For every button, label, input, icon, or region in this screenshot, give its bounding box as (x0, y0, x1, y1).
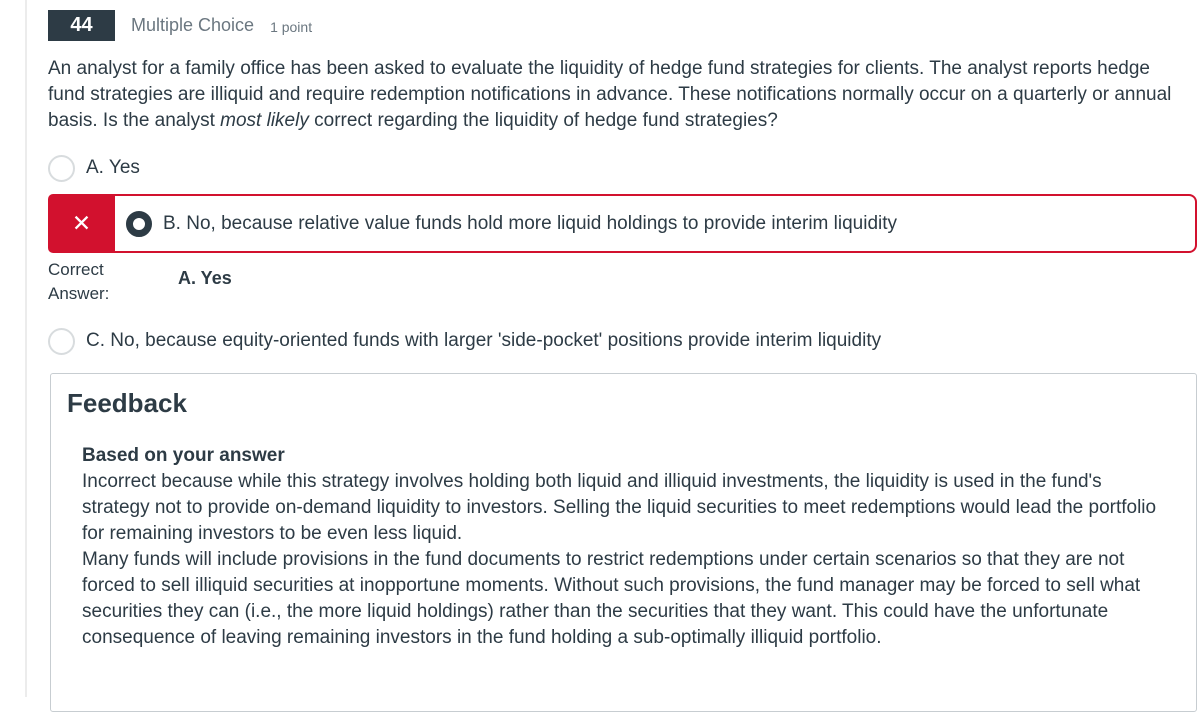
option-b-label: B. No, because relative value funds hold… (163, 213, 897, 235)
feedback-paragraph-1: Incorrect because while this strategy in… (82, 469, 1162, 547)
option-row-c[interactable]: C. No, because equity-oriented funds wit… (48, 326, 1197, 356)
radio-option-b-selected[interactable] (126, 211, 152, 237)
correct-answer-value: A. Yes (178, 258, 232, 306)
radio-option-c[interactable] (48, 328, 75, 355)
feedback-paragraph-2: Many funds will include provisions in th… (82, 547, 1162, 651)
option-row-a[interactable]: A. Yes (48, 153, 1197, 183)
option-a-label: A. Yes (86, 157, 140, 179)
question-text-part2: correct regarding the liquidity of hedge… (309, 110, 778, 131)
question-number-badge: 44 (48, 10, 115, 41)
page-left-divider (25, 0, 27, 697)
option-c-label: C. No, because equity-oriented funds wit… (86, 330, 881, 352)
question-panel: 44 Multiple Choice 1 point An analyst fo… (48, 10, 1197, 712)
feedback-title: Feedback (67, 388, 1178, 419)
question-header: 44 Multiple Choice 1 point (48, 10, 1197, 41)
question-text-italic: most likely (220, 110, 309, 131)
selected-answer-box: B. No, because relative value funds hold… (115, 194, 1197, 253)
radio-option-a[interactable] (48, 155, 75, 182)
correct-answer-label: Correct Answer: (48, 258, 144, 306)
feedback-subtitle: Based on your answer (82, 443, 1162, 469)
question-type-label: Multiple Choice (131, 15, 254, 36)
feedback-panel: Feedback Based on your answer Incorrect … (50, 373, 1197, 712)
question-points-label: 1 point (270, 16, 312, 35)
correct-answer-block: Correct Answer: A. Yes (48, 258, 1197, 306)
incorrect-x-icon: ✕ (72, 210, 91, 237)
question-text: An analyst for a family office has been … (48, 56, 1188, 134)
option-row-b-incorrect[interactable]: ✕ B. No, because relative value funds ho… (48, 194, 1197, 253)
incorrect-flag: ✕ (48, 194, 115, 253)
feedback-body: Based on your answer Incorrect because w… (82, 443, 1162, 651)
